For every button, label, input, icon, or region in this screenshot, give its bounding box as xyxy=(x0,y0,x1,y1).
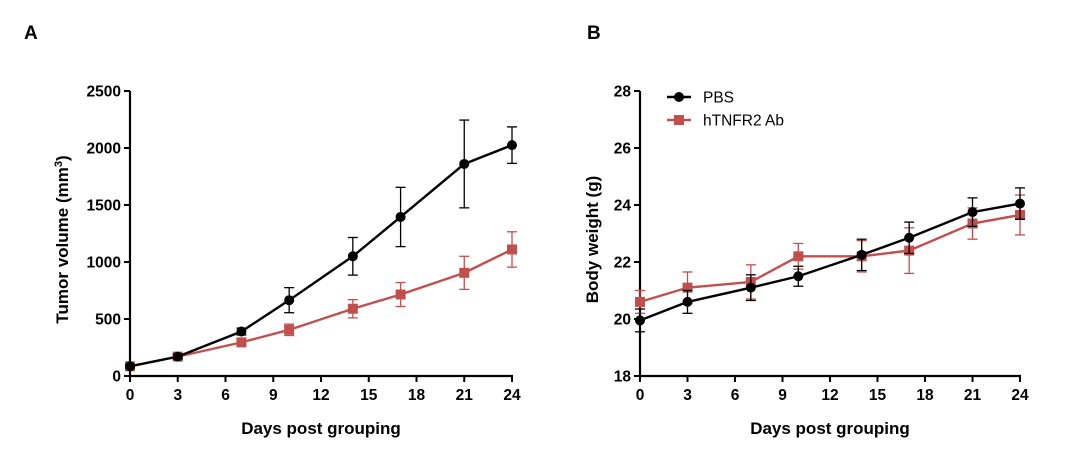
data-point-pbs xyxy=(904,232,915,243)
series-htnfr2-ab xyxy=(635,194,1025,314)
y-axis-title-text-end: ) xyxy=(53,155,72,161)
data-point-pbs xyxy=(793,271,804,282)
legend-label: PBS xyxy=(703,90,734,107)
data-point-htnfr2-ab xyxy=(395,289,406,300)
data-point-pbs xyxy=(459,158,470,169)
x-tick-label: 15 xyxy=(360,387,378,404)
series-line-pbs xyxy=(639,202,1021,322)
x-tick-label: 6 xyxy=(731,387,740,404)
x-tick-label: 24 xyxy=(503,387,521,404)
legend-marker-circle xyxy=(674,92,684,102)
data-point-htnfr2-ab xyxy=(635,296,645,307)
x-tick-label: 0 xyxy=(636,387,645,404)
x-tick-label: 15 xyxy=(869,387,887,404)
y-tick-label: 26 xyxy=(614,141,632,158)
x-tick-label: 0 xyxy=(126,387,135,404)
data-point-pbs xyxy=(347,251,358,262)
y-tick-label: 500 xyxy=(95,312,121,329)
data-point-pbs xyxy=(172,351,183,362)
data-point-pbs xyxy=(236,326,247,337)
x-tick-label: 18 xyxy=(916,387,934,404)
x-tick-label: 6 xyxy=(221,387,230,404)
x-tick-label: 21 xyxy=(964,387,982,404)
series-line-pbs xyxy=(129,144,513,368)
data-point-htnfr2-ab xyxy=(236,337,247,348)
data-point-pbs xyxy=(967,207,978,218)
y-tick-label: 2500 xyxy=(87,84,121,101)
x-tick-label: 18 xyxy=(408,387,426,404)
y-tick-label: 28 xyxy=(614,84,632,101)
y-axis-title-text: Body weight (g) xyxy=(583,176,602,303)
data-point-pbs xyxy=(682,296,693,307)
data-point-pbs xyxy=(395,211,406,222)
panel-letter: A xyxy=(24,23,38,44)
data-point-htnfr2-ab xyxy=(682,282,693,293)
y-tick-label: 0 xyxy=(112,369,121,386)
data-point-pbs xyxy=(284,295,295,306)
chart-panel-a: A 0 3 6 9 12 15 18 21 24 0 500 1000 1500 2000 2500 Days … xyxy=(24,23,521,438)
y-tick-label: 18 xyxy=(614,369,632,386)
x-tick-label: 3 xyxy=(683,387,692,404)
chart-panel-b: B 0 3 6 9 12 15 18 21 24 18 20 22 24 26 28 Days post gro… xyxy=(583,23,1029,438)
series-line-htnfr2-ab xyxy=(129,248,513,368)
x-axis-title: Days post grouping xyxy=(750,419,910,438)
x-tick-label: 24 xyxy=(1011,387,1029,404)
x-tick-label: 3 xyxy=(173,387,182,404)
legend-label: hTNFR2 Ab xyxy=(703,113,784,130)
data-point-htnfr2-ab xyxy=(459,267,470,278)
legend: PBS hTNFR2 Ab xyxy=(667,90,784,130)
x-tick-label: 12 xyxy=(821,387,838,404)
x-tick-label: 9 xyxy=(269,387,278,404)
data-point-htnfr2-ab xyxy=(347,303,358,314)
legend-marker-square xyxy=(674,115,684,125)
y-axis-title: Tumor volume (mm3) xyxy=(53,155,72,323)
data-point-pbs xyxy=(635,315,645,326)
data-point-htnfr2-ab xyxy=(507,244,517,255)
data-point-pbs xyxy=(125,361,135,372)
y-tick-label: 20 xyxy=(614,312,631,329)
data-point-pbs xyxy=(745,282,756,293)
y-tick-label: 1500 xyxy=(87,198,121,215)
y-tick-label: 22 xyxy=(614,255,631,272)
series-line-htnfr2-ab xyxy=(639,213,1021,304)
x-tick-label: 9 xyxy=(778,387,787,404)
series-pbs xyxy=(635,187,1025,333)
y-axis-title-superscript: 3 xyxy=(53,161,65,167)
y-axis-title-text: Tumor volume (mm xyxy=(53,167,72,323)
data-point-htnfr2-ab xyxy=(284,324,295,335)
series-pbs xyxy=(125,119,517,372)
data-point-pbs xyxy=(1015,198,1025,209)
x-axis-title: Days post grouping xyxy=(241,419,401,438)
y-tick-label: 24 xyxy=(614,198,632,215)
x-tick-label: 21 xyxy=(456,387,474,404)
y-axis-title: Body weight (g) xyxy=(583,176,602,303)
x-tick-label: 12 xyxy=(312,387,329,404)
data-point-htnfr2-ab xyxy=(793,251,804,262)
data-point-pbs xyxy=(856,249,867,260)
panel-letter: B xyxy=(587,23,601,44)
series-htnfr2-ab xyxy=(125,231,517,372)
data-point-pbs xyxy=(507,140,517,151)
y-tick-label: 2000 xyxy=(87,141,121,158)
y-tick-label: 1000 xyxy=(87,255,121,272)
